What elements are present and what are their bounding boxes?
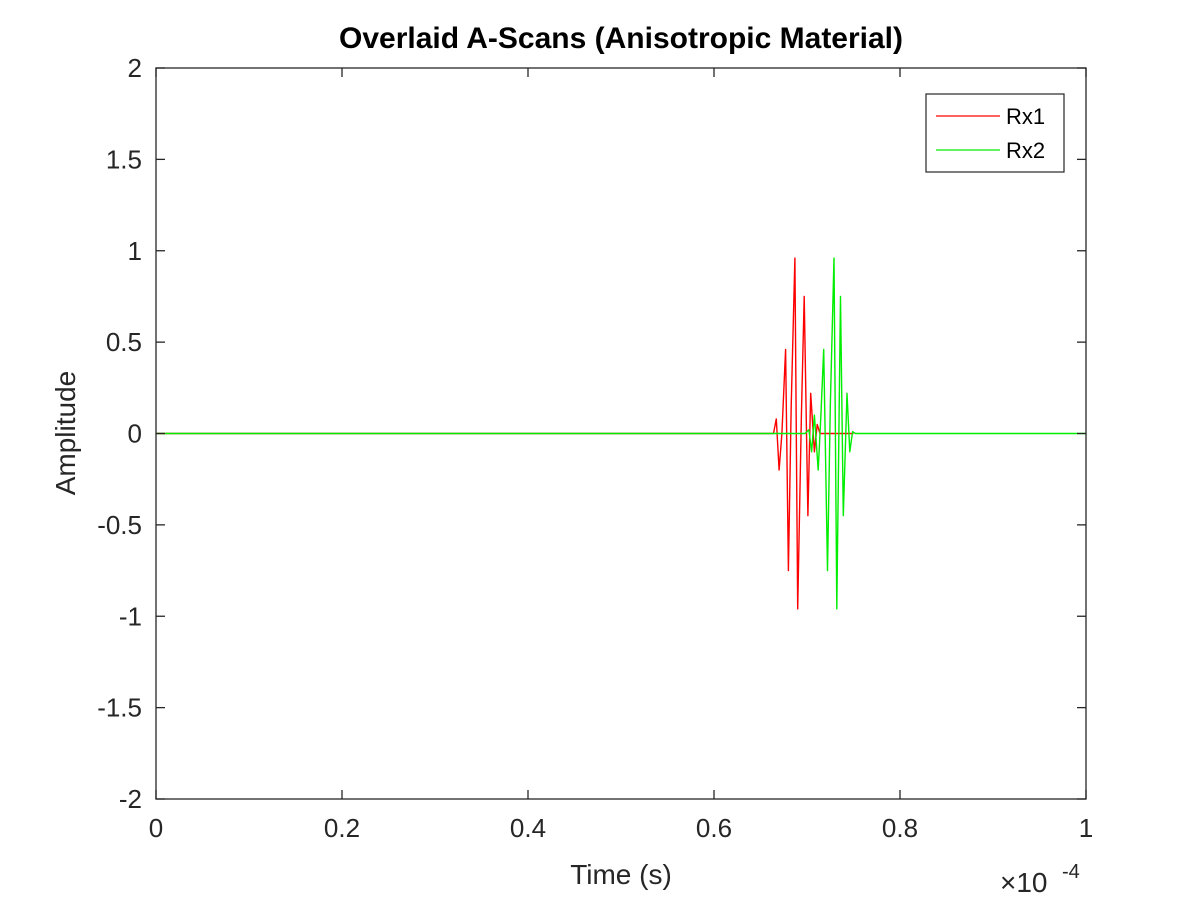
y-tick-label: -1.5: [97, 693, 142, 723]
y-axis-label: Amplitude: [50, 371, 81, 496]
legend-box: [925, 93, 1065, 173]
x-multiplier-base: ×10: [1000, 867, 1048, 898]
chart-title: Overlaid A-Scans (Anisotropic Material): [339, 22, 903, 55]
series-layer: [156, 257, 1086, 610]
tick-layer: 0 0.2 0.4 0.6 0.8 1 2 1.5 1 0.5 0 -0.5 -1 -1.5 -2: [97, 53, 1093, 843]
legend: Rx1 Rx2: [925, 93, 1065, 173]
series-line-rx2: [156, 257, 1086, 610]
y-tick-label: 0: [128, 419, 142, 449]
x-exponent-label: ×10 -4: [1000, 861, 1080, 898]
x-tick-label: 1: [1079, 813, 1093, 843]
y-tick-label: 2: [128, 53, 142, 83]
y-tick-label: -1: [119, 601, 142, 631]
y-tick-label: 1.5: [106, 144, 142, 174]
y-tick-label: -0.5: [97, 510, 142, 540]
x-tick-label: 0.8: [882, 813, 918, 843]
y-tick-label: 1: [128, 236, 142, 266]
y-tick-label: -2: [119, 784, 142, 814]
legend-label-rx2: Rx2: [1006, 138, 1045, 163]
x-tick-label: 0.2: [324, 813, 360, 843]
x-tick-label: 0: [149, 813, 163, 843]
y-tick-label: 0.5: [106, 327, 142, 357]
x-tick-label: 0.4: [510, 813, 546, 843]
x-multiplier-exponent: -4: [1062, 861, 1080, 883]
x-axis-label: Time (s): [570, 859, 672, 890]
legend-label-rx1: Rx1: [1006, 104, 1045, 129]
x-tick-label: 0.6: [696, 813, 732, 843]
